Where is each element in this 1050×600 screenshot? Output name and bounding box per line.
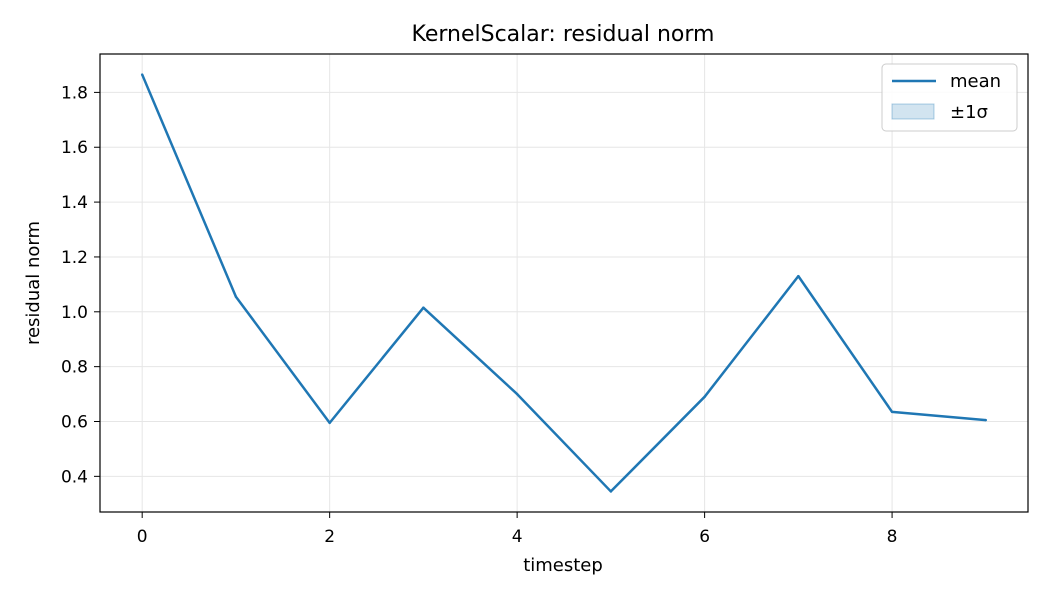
grid <box>100 54 1028 512</box>
y-axis-ticks: 0.4 0.6 0.8 1.0 1.2 1.4 1.6 1.8 <box>61 83 100 487</box>
x-axis-ticks: 0 2 4 6 8 <box>137 512 898 547</box>
y-tick-label: 1.4 <box>61 193 88 213</box>
legend-band-swatch <box>891 103 935 120</box>
y-tick-label: 1.2 <box>61 248 88 268</box>
data-point <box>328 421 331 425</box>
data-point <box>609 490 613 493</box>
y-axis-label: residual norm <box>23 221 44 345</box>
legend: mean ±1σ <box>881 63 1018 132</box>
x-tick-label: 0 <box>137 527 148 547</box>
data-point <box>422 306 425 309</box>
x-tick-label: 6 <box>699 527 710 547</box>
y-tick-label: 1.6 <box>61 138 88 158</box>
legend-band-label: ±1σ <box>950 102 988 123</box>
y-tick-label: 0.4 <box>61 467 88 487</box>
plot-frame <box>99 53 1029 513</box>
legend-mean-label: mean <box>950 71 1001 92</box>
y-tick-label: 0.6 <box>61 412 88 432</box>
x-tick-label: 8 <box>887 527 898 547</box>
series-layer <box>140 73 988 493</box>
data-point <box>515 392 519 396</box>
y-tick-label: 1.0 <box>61 303 88 323</box>
x-axis-label: timestep <box>523 555 603 576</box>
data-point <box>140 73 144 76</box>
data-point <box>234 295 238 298</box>
x-tick-label: 2 <box>324 527 335 547</box>
data-point <box>984 418 988 422</box>
chart-title: KernelScalar: residual norm <box>412 22 715 47</box>
series-line-mean <box>141 74 986 493</box>
y-tick-label: 0.8 <box>61 358 88 378</box>
x-tick-label: 4 <box>512 527 523 547</box>
y-tick-label: 1.8 <box>61 83 88 103</box>
data-point <box>890 410 894 414</box>
data-point <box>797 274 800 278</box>
data-point <box>703 395 706 399</box>
